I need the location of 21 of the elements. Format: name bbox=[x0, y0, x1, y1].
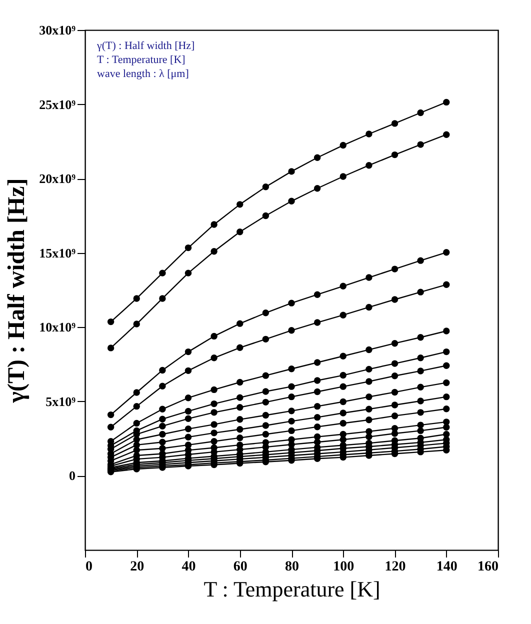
x-tick-label: 0 bbox=[86, 560, 92, 574]
y-tick-label: 25x10⁹ bbox=[39, 96, 76, 112]
annotation: T : Temperature [K] bbox=[97, 54, 186, 66]
y-tick-label: 0 bbox=[69, 468, 76, 484]
y-axis-title: γ(T) : Half width [Hz] bbox=[4, 178, 30, 404]
y-tick-label: 10x10⁹ bbox=[39, 320, 76, 335]
y-tick-label: 30x10⁹ bbox=[39, 22, 76, 38]
y-tick-label: 15x10⁹ bbox=[39, 245, 76, 260]
annotation: γ(T) : Half width [Hz] bbox=[96, 40, 195, 52]
y-tick-label: 20x10⁹ bbox=[39, 171, 76, 186]
x-tick-label: 20 bbox=[130, 560, 144, 574]
annotation: wave length : λ [μm] bbox=[97, 68, 189, 80]
x-tick-label: 140 bbox=[436, 560, 458, 574]
x-tick-label: 120 bbox=[384, 560, 406, 574]
x-tick-label: 100 bbox=[333, 560, 354, 574]
y-tick-label: 5x10⁹ bbox=[46, 394, 76, 409]
x-axis-title: T : Temperature [K] bbox=[204, 576, 380, 602]
x-tick-label: 60 bbox=[233, 560, 248, 574]
x-tick-label: 160 bbox=[478, 560, 498, 574]
x-tick-label: 80 bbox=[285, 560, 299, 574]
x-tick-label: 40 bbox=[182, 560, 196, 574]
